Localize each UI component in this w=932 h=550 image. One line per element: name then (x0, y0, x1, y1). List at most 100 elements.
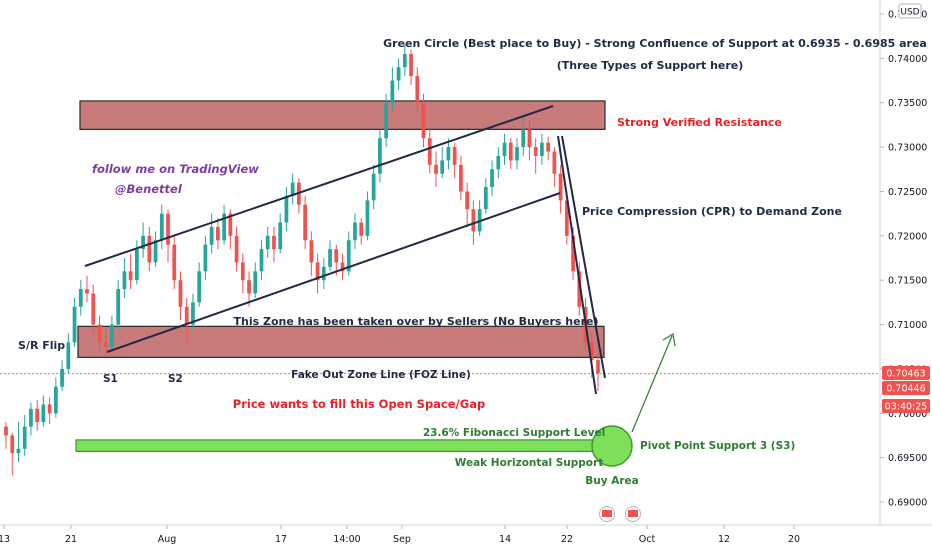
candle-body (483, 187, 488, 210)
candle-body (390, 80, 395, 103)
candle-body (577, 271, 582, 307)
candle-body (240, 262, 245, 281)
y-tick-label: 0.71500 (888, 276, 927, 287)
candle-body (122, 271, 127, 290)
pivot-note: Pivot Point Support 3 (S3) (640, 440, 795, 452)
candle-body (365, 200, 370, 236)
flag-us-icon (602, 510, 612, 517)
resistance-note: Strong Verified Resistance (617, 116, 782, 129)
y-tick-label: 0.70000 (888, 409, 927, 420)
y-axis-ticks: 0.690000.695000.700000.705000.710000.715… (880, 10, 927, 509)
flag-us-icon-2 (628, 510, 638, 517)
currency-badge[interactable] (898, 3, 922, 19)
candle-body (53, 386, 58, 414)
candle-body (434, 164, 438, 174)
candle-body (571, 235, 575, 272)
three-types-note: (Three Types of Support here) (557, 59, 744, 72)
supply-zone[interactable] (77, 325, 605, 358)
candle-body (184, 306, 189, 325)
candle-body (253, 271, 258, 294)
candle-body (446, 147, 451, 161)
candle-body (527, 129, 532, 148)
candle-body (166, 213, 170, 245)
x-axis-ticks: 13 21 Aug 17 14:00 Sep 14 22 Oct 12 20 (0, 525, 800, 545)
fib-note: 23.6% Fibonacci Support Level (423, 427, 605, 439)
candle-body (66, 342, 71, 369)
candle-body (490, 169, 494, 188)
channel-upper-line[interactable] (84, 105, 554, 267)
candle-body (147, 235, 152, 263)
price-tag-a (882, 366, 930, 380)
buy-area-circle[interactable] (591, 425, 633, 467)
candle-body (521, 129, 526, 148)
candle-body (234, 235, 239, 263)
candle-body (103, 342, 108, 347)
candle-body (222, 213, 226, 241)
candle-body (284, 195, 289, 223)
candle-body (409, 53, 413, 77)
candle-body (496, 155, 501, 170)
gap-note: Price wants to fill this Open Space/Gap (233, 397, 485, 411)
candle-body (97, 324, 102, 343)
s2-label: S2 (168, 373, 183, 385)
candle-body (328, 249, 332, 267)
x-tick-label: 20 (788, 534, 800, 545)
candle-body (141, 235, 145, 250)
candle-body (78, 289, 83, 307)
candle-body (309, 240, 314, 263)
channel-lower-line[interactable] (106, 192, 561, 353)
candle-body (315, 262, 320, 281)
candle-body (265, 235, 270, 250)
candle-body (378, 138, 382, 174)
candle-body (35, 408, 40, 423)
compression-line-right[interactable] (561, 135, 606, 379)
candle-body (47, 404, 52, 414)
candle-body (540, 142, 544, 156)
candle-body (459, 164, 463, 192)
candle-body (471, 209, 476, 232)
handle-note: @Benettel (115, 182, 183, 196)
y-tick-label: 0.74000 (888, 54, 927, 65)
candle-body (564, 200, 569, 236)
candle-body (552, 151, 557, 174)
x-tick-label: 12 (718, 534, 730, 545)
candle-body (10, 435, 15, 454)
candle-body (134, 249, 139, 281)
x-tick-label: 17 (275, 534, 287, 545)
candle-body (346, 240, 351, 272)
candle-body (110, 324, 114, 347)
candle-body (402, 53, 407, 68)
countdown-text: 03:40:25 (885, 402, 928, 413)
s1-label: S1 (103, 373, 118, 385)
cpr-note: Price Compression (CPR) to Demand Zone (582, 205, 842, 218)
zone-taken-note: This Zone has been taken over by Sellers… (233, 315, 598, 328)
y-tick-label: 0.72000 (888, 231, 927, 242)
candle-body (502, 142, 507, 156)
candle-body (546, 142, 551, 152)
follow-note: follow me on TradingView (92, 162, 259, 176)
candle-body (60, 368, 64, 387)
countdown-tag (882, 399, 930, 413)
candle-body (172, 244, 177, 281)
candle-body (91, 293, 96, 325)
candle-body (396, 67, 401, 81)
x-tick-label: Aug (158, 534, 177, 545)
x-tick-label: 22 (561, 534, 573, 545)
candle-body (421, 102, 426, 139)
support-zone[interactable] (75, 439, 607, 453)
price-tag-b-text: 0.70446 (886, 384, 925, 395)
currency-label: USD (900, 8, 919, 18)
resistance-zone[interactable] (79, 100, 606, 130)
candle-body (41, 404, 46, 423)
candle-body (340, 262, 345, 272)
candle-body (359, 222, 364, 236)
candle-body (272, 235, 276, 250)
candle-body (596, 360, 600, 374)
price-tag-a-text: 0.70463 (886, 369, 925, 380)
y-tick-label: 0.71000 (888, 320, 927, 331)
candle-body (209, 226, 214, 245)
candle-body (85, 289, 89, 294)
candle-body (533, 147, 538, 156)
compression-line-left[interactable] (557, 135, 597, 395)
x-tick-label: Sep (393, 534, 411, 545)
